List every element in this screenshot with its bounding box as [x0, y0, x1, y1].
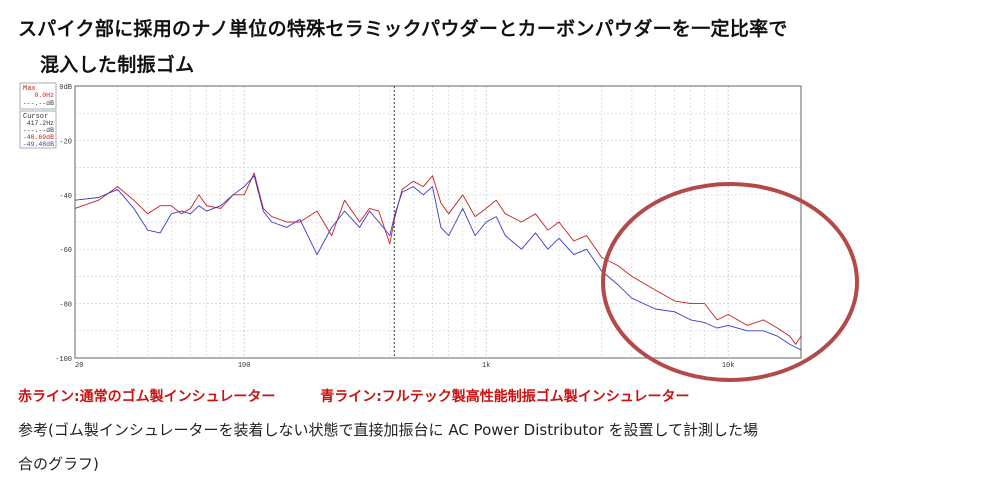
max-readout-box: [19, 82, 57, 110]
max-label: Max: [23, 85, 36, 93]
cursor-db-black: ---.--dB: [23, 127, 54, 134]
y-tick-label: -100: [55, 356, 72, 364]
cursor-db-blue: -49.48dB: [23, 141, 54, 148]
y-tick-label: 0dB: [59, 84, 72, 92]
max-db: ---.--dB: [23, 100, 54, 107]
y-tick-label: -40: [59, 193, 72, 201]
y-tick-labels: 0dB -20 -40 -60 -80 -100: [55, 84, 72, 364]
y-tick-label: -80: [59, 302, 72, 310]
cursor-value: 417.2Hz: [27, 120, 54, 127]
x-tick-label: 20: [75, 362, 83, 370]
x-tick-label: 100: [238, 362, 251, 370]
cursor-db-red: -48.69dB: [23, 134, 54, 141]
note-line-1: 参考(ゴム製インシュレーターを装着しない状態で直接加振台に AC Power D…: [18, 421, 759, 439]
y-tick-label: -20: [59, 138, 72, 146]
y-tick-label: -60: [59, 247, 72, 255]
note-line-2: 合のグラフ): [18, 455, 99, 473]
readout-panel: Max 0.0Hz ---.--dB Cursor 417.2Hz ---.--…: [19, 82, 57, 149]
legend-red-label: 赤ライン:通常のゴム製インシュレーター: [18, 389, 276, 405]
frequency-response-chart: 0dB -20 -40 -60 -80 -100 20 100 1k 10k Max 0.0Hz…: [18, 80, 808, 372]
heading-line-2: 混入した制振ゴム: [40, 54, 195, 76]
cursor-label: Cursor: [23, 113, 48, 121]
max-value: 0.0Hz: [34, 92, 54, 99]
x-tick-label: 1k: [482, 362, 490, 370]
cursor-readout-box: [19, 110, 57, 149]
legend-row: 赤ライン:通常のゴム製インシュレーター 青ライン:フルテック製高性能制振ゴム製イ…: [18, 386, 690, 406]
heading-line-1: スパイク部に採用のナノ単位の特殊セラミックパウダーとカーボンパウダーを一定比率で: [18, 18, 788, 40]
x-tick-label: 10k: [722, 362, 735, 370]
legend-blue-label: 青ライン:フルテック製高性能制振ゴム製インシュレーター: [320, 389, 690, 405]
